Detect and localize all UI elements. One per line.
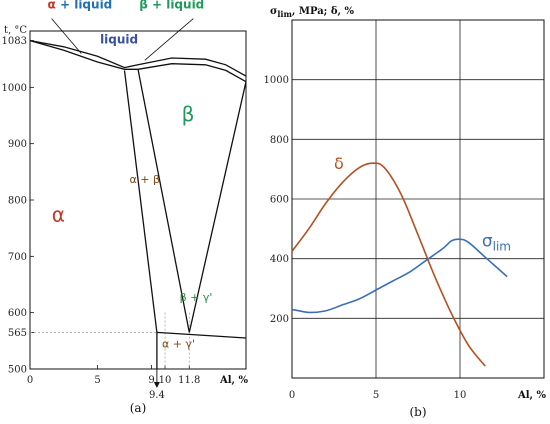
panel-a-x-tick-1: 5 <box>94 375 100 386</box>
panel-a-leader-alpha-liquid <box>51 18 82 54</box>
beta-symbol: β <box>139 0 148 11</box>
panel-a-y-tick-4: 700 <box>8 252 27 263</box>
panel-b-xlabel: Al, % <box>517 390 547 401</box>
panel-a-label-beta-liquid: β + liquid <box>139 0 204 11</box>
panel-a-x-tick-9-4: 9.4 <box>149 390 165 401</box>
panel-a-boundary-liquidus <box>29 39 247 77</box>
sigma-main: σ <box>482 232 493 252</box>
panel-b-y-tick-2: 600 <box>270 195 289 206</box>
panel-b-ylabel: σlim, MPa; δ, % <box>270 6 354 19</box>
panel-a-label-alpha-gamma: α + γ' <box>162 338 195 351</box>
panel-a-y-tick-2: 900 <box>8 139 27 150</box>
panel-b-y-tick-3: 400 <box>270 254 289 265</box>
panel-a-leader-beta-liquid <box>144 18 194 61</box>
panel-a-label-liquid: liquid <box>100 32 138 46</box>
panel-a-label-alpha: α <box>52 202 65 226</box>
series-label-sigma-lim: σlim <box>482 232 511 254</box>
panel-a-arrow-head <box>153 382 160 388</box>
panel-a-boundary-eutectoid <box>156 331 247 339</box>
panel-b-caption: (b) <box>409 405 426 419</box>
sigma-lim-curve <box>291 238 508 314</box>
panel-a-boundary-beta_right <box>188 81 247 333</box>
panel-b-y-tick-4: 200 <box>270 314 289 325</box>
ylabel-part-0: σ <box>270 6 277 17</box>
panel-a-ylabel: t, °C <box>4 25 27 36</box>
delta-curve <box>291 162 486 367</box>
panel-a-y-tick-3: 800 <box>8 196 27 207</box>
panel-b-frame <box>291 19 545 379</box>
panel-b-y-tick-0: 1000 <box>264 75 289 86</box>
ylabel-part-1: lim <box>277 9 292 19</box>
ylabel-part-2: , MPa; δ, % <box>292 6 355 17</box>
panel-a-xlabel: Al, % <box>219 375 249 386</box>
series-label-delta: δ <box>334 154 344 173</box>
panel-a-x-tick-3: 10 <box>159 375 172 386</box>
panel-a-x-tick-4: 11.8 <box>178 375 200 386</box>
panel-a-y-tick-6: 565 <box>8 328 27 339</box>
plus-liquid-text: + liquid <box>56 0 112 11</box>
sigma-sub: lim <box>493 240 511 254</box>
panel-a-label-beta-gamma: β + γ' <box>180 291 213 304</box>
alpha-symbol: α <box>48 0 56 11</box>
plus-liquid-text: + liquid <box>148 0 204 11</box>
panel-a-x-tick-0: 0 <box>27 375 33 386</box>
panel-b-y-tick-1: 800 <box>270 135 289 146</box>
panel-a-y-tick-0: 1083 <box>2 36 27 47</box>
panel-b-x-tick-2: 10 <box>454 390 467 401</box>
panel-b-x-tick-0: 0 <box>289 390 295 401</box>
panel-a-label-alpha-liquid: α + liquid <box>48 0 113 11</box>
panel-a-frame <box>29 30 247 370</box>
panel-a-label-alpha-beta: α + β <box>130 173 160 186</box>
panel-a-y-tick-7: 500 <box>8 365 27 376</box>
panel-a-boundary-beta_left <box>137 69 190 333</box>
panel-a-label-beta: β <box>182 102 195 126</box>
panel-a-y-tick-1: 1000 <box>2 83 27 94</box>
panel-a-x-tick-2: 9 <box>148 375 154 386</box>
panel-a-boundary-alpha_solvus <box>123 70 158 333</box>
panel-a-caption: (a) <box>130 401 147 415</box>
panel-a-y-tick-5: 600 <box>8 308 27 319</box>
panel-b-x-tick-1: 5 <box>373 390 379 401</box>
